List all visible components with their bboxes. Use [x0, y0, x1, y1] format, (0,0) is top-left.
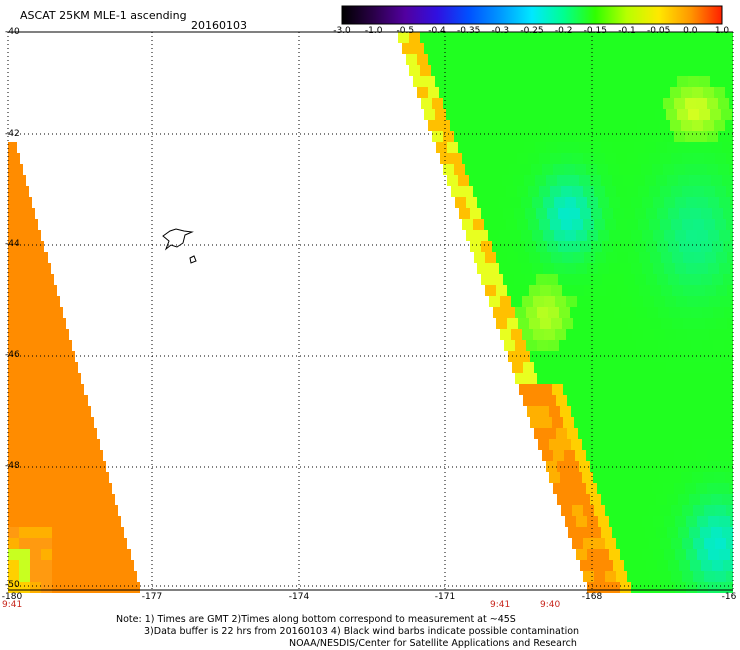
colorbar-tick-label: -0.1	[618, 26, 636, 36]
colorbar-tick-label: -3.0	[333, 26, 351, 36]
colorbar-tick-label: -0.4	[428, 26, 446, 36]
lat-label: -44	[5, 239, 20, 249]
swath-time: 9:41	[2, 600, 23, 610]
map-plot	[7, 31, 734, 593]
colorbar-tick-label: 1.0	[714, 26, 730, 36]
colorbar-tick-label: -0.25	[520, 26, 544, 36]
colorbar-tick-label: -0.2	[554, 26, 573, 36]
lon-label: -16	[721, 592, 737, 602]
lat-label: -42	[5, 129, 20, 139]
colorbar-tick-label: -1.0	[364, 26, 383, 36]
map-frame	[8, 31, 733, 591]
lat-label: -50	[5, 580, 20, 590]
swath-right	[398, 32, 733, 593]
lon-label: -168	[581, 592, 603, 602]
note-line-2: 3)Data buffer is 22 hrs from 20160103 4)…	[144, 626, 580, 637]
lon-label: -171	[434, 592, 456, 602]
lon-label: -177	[141, 592, 163, 602]
note-line-3: NOAA/NESDIS/Center for Satellite Applica…	[289, 638, 577, 649]
product-date: 20160103	[191, 19, 247, 32]
colorbar-tick-label: -0.3	[491, 26, 510, 36]
lat-label: -48	[5, 461, 20, 471]
note-line-1: Note: 1) Times are GMT 2)Times along bot…	[116, 614, 516, 625]
chatham-islands-outline	[162, 228, 197, 264]
swath-time: 9:41	[490, 600, 511, 610]
lon-label: -174	[288, 592, 310, 602]
colorbar	[341, 5, 723, 25]
product-title: ASCAT 25KM MLE-1 ascending	[20, 9, 187, 22]
swath-time: 9:40	[540, 600, 561, 610]
colorbar-tick-label: -0.5	[396, 26, 415, 36]
lon-label: -180	[1, 592, 23, 602]
swath-left	[8, 142, 140, 593]
colorbar-tick-label: -0.35	[457, 26, 481, 36]
colorbar-tick-label: -0.15	[583, 26, 607, 36]
colorbar-tick-label: 0.0	[683, 26, 698, 36]
lat-label: -40	[5, 27, 20, 37]
colorbar-tick-label: -0.05	[647, 26, 671, 36]
lat-label: -46	[5, 350, 20, 360]
